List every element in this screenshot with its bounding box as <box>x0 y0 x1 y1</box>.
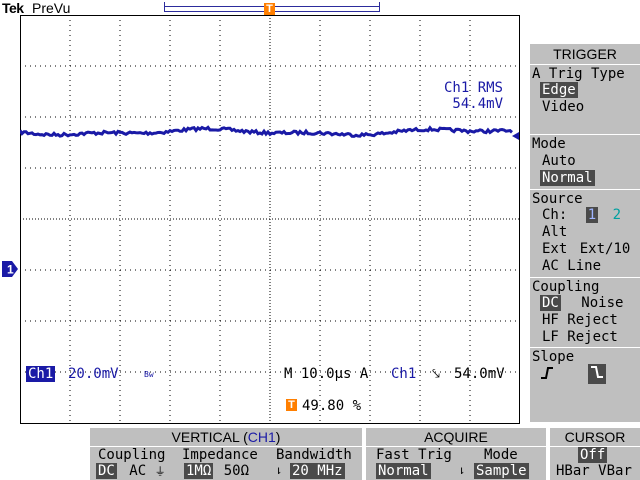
cursor-off-option[interactable]: Off <box>578 447 608 463</box>
timebase-readout: M 10.0µs A <box>284 366 369 382</box>
coupling-button-label[interactable]: Coupling <box>98 447 166 463</box>
impedance-1m-option[interactable]: 1MΩ <box>184 463 214 479</box>
trig-type-edge-option[interactable]: Edge <box>540 82 578 98</box>
bandwidth-button-label[interactable]: Bandwidth <box>276 447 352 463</box>
measurement-readout: Ch1 RMS 54.4mV <box>400 80 503 112</box>
trigger-menu-title: TRIGGER <box>553 46 617 62</box>
falling-edge-icon: ⤥ <box>432 366 440 382</box>
trigger-side-menu: TRIGGER A Trig Type Edge Video Mode Auto… <box>530 44 640 422</box>
source-ch-label: Ch: <box>542 207 568 223</box>
trigger-position-icon: T <box>286 399 297 411</box>
bandwidth-value[interactable]: 20 MHz <box>290 463 345 479</box>
graticule-center-axes <box>20 15 520 424</box>
bottom-menu-bar: VERTICAL (CH1) Coupling DC AC ⏚ Impedanc… <box>90 428 640 480</box>
impedance-50-option[interactable]: 50Ω <box>223 463 250 479</box>
trigger-source-readout: Ch1 <box>391 366 417 382</box>
cursor-menu: CURSOR Off HBar VBar <box>550 428 640 480</box>
cursor-vbar-option[interactable]: VBar <box>598 463 632 479</box>
source-ext10-option[interactable]: Ext/10 <box>579 241 631 257</box>
vertical-menu-title: VERTICAL (CH1) <box>171 429 281 445</box>
ch1-badge: Ch1 <box>26 366 56 382</box>
fast-trig-value[interactable]: Normal <box>376 463 431 479</box>
slope-rising-option[interactable] <box>540 366 554 384</box>
source-alt-option[interactable]: Alt <box>542 224 568 240</box>
impedance-button-label[interactable]: Impedance <box>182 447 258 463</box>
bandwidth-limit-icon: Bw <box>144 370 154 379</box>
source-acline-option[interactable]: AC Line <box>542 258 602 274</box>
vertical-menu: VERTICAL (CH1) Coupling DC AC ⏚ Impedanc… <box>90 428 362 480</box>
rms-value: 54.4mV <box>452 96 503 112</box>
rms-label: Ch1 RMS <box>443 80 503 96</box>
source-ch1-option[interactable]: 1 <box>585 207 599 223</box>
slope-label[interactable]: Slope <box>532 349 575 365</box>
source-label[interactable]: Source <box>532 191 583 207</box>
trigger-position-marker-top[interactable]: T <box>264 3 275 15</box>
cursor-hbar-option[interactable]: HBar <box>556 463 590 479</box>
tek-brand-logo: Tek <box>2 0 24 16</box>
trigger-level-readout: 54.0mV <box>454 366 505 382</box>
source-ch2-option[interactable]: 2 <box>612 207 622 223</box>
coupling-hf-reject-option[interactable]: HF Reject <box>542 312 618 328</box>
svg-text:1: 1 <box>7 263 14 277</box>
slope-falling-option[interactable] <box>588 364 606 384</box>
falling-slope-icon <box>591 366 603 378</box>
ch1-waveform-trace <box>20 125 513 138</box>
ch1-ground-icon: 1 <box>2 261 18 277</box>
acq-mode-arrow-icon: ⇂ <box>458 463 466 477</box>
fast-trig-label[interactable]: Fast Trig <box>376 447 452 463</box>
coupling-dc-option[interactable]: DC <box>540 295 561 311</box>
mode-auto-option[interactable]: Auto <box>542 153 576 169</box>
trig-type-video-option[interactable]: Video <box>542 99 585 115</box>
source-ext-option[interactable]: Ext <box>542 241 568 257</box>
trigger-position-readout: 49.80 % <box>302 398 362 414</box>
coupling-label[interactable]: Coupling <box>532 279 600 295</box>
mode-normal-option[interactable]: Normal <box>540 170 595 186</box>
acquire-menu-title: ACQUIRE <box>424 429 488 445</box>
mode-label[interactable]: Mode <box>532 136 566 152</box>
acq-mode-label[interactable]: Mode <box>484 447 518 463</box>
rising-slope-icon <box>541 367 553 379</box>
cursor-menu-title: CURSOR <box>564 429 626 445</box>
acq-mode-value[interactable]: Sample <box>474 463 529 479</box>
ch1-volts-per-div: 20.0mV <box>68 366 119 382</box>
coupling-noise-option[interactable]: Noise <box>581 295 624 311</box>
coupling-dc-button[interactable]: DC <box>96 463 117 479</box>
ch1-ground-marker[interactable]: 1 <box>2 261 18 277</box>
acquire-menu: ACQUIRE Fast Trig Normal ⇂ Mode Sample <box>366 428 546 480</box>
coupling-ac-button[interactable]: AC <box>129 463 147 479</box>
bandwidth-arrow-icon: ⇂ <box>275 463 283 477</box>
coupling-ground-icon[interactable]: ⏚ <box>154 465 166 478</box>
trig-type-label[interactable]: A Trig Type <box>532 66 625 82</box>
acquisition-state-label: PreVu <box>32 0 71 16</box>
coupling-lf-reject-option[interactable]: LF Reject <box>542 329 618 345</box>
waveform-graticule[interactable] <box>20 15 520 424</box>
trigger-level-marker-icon <box>512 132 519 140</box>
